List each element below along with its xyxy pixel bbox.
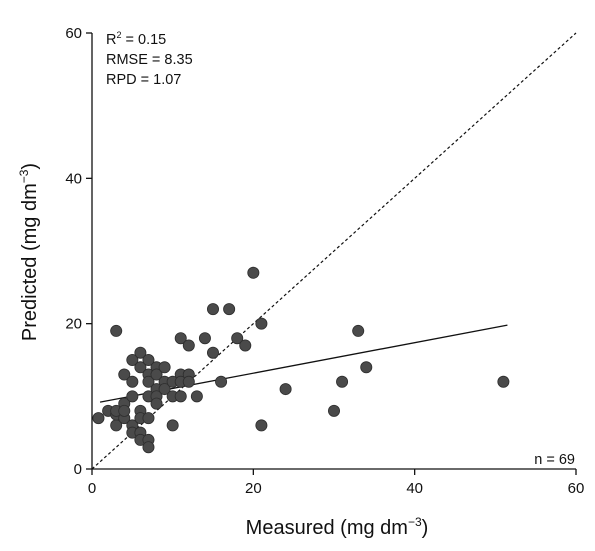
x-tick-label: 20 [245,480,262,497]
scatter-point [247,266,260,279]
y-tick-label: 20 [65,316,82,333]
rmse-annotation: RMSE = 8.35 [106,52,193,68]
scatter-point [118,404,131,417]
scatter-point [255,419,268,432]
scatter-point [174,332,187,345]
scatter-point [134,361,147,374]
scatter-point [150,397,163,410]
scatter-point [92,412,105,425]
r2-annotation: R2 = 0.15 [106,30,166,48]
scatter-point [255,317,268,330]
scatter-point [142,412,155,425]
scatter-point [223,303,236,316]
scatter-point [126,375,139,388]
scatter-point [206,303,219,316]
scatter-point [190,390,203,403]
scatter-point [231,332,244,345]
scatter-point [158,383,171,396]
one-to-one-dashed-line [91,32,577,470]
sample-count: n = 69 [534,452,575,468]
scatter-point [182,375,195,388]
scatter-point [215,375,228,388]
scatter-point [142,375,155,388]
reference-lines [91,32,577,470]
y-ticks: 0 20 40 60 [65,25,92,478]
scatter-point [174,390,187,403]
y-tick-label: 0 [74,461,82,478]
y-tick-label: 40 [65,170,82,187]
data-points [92,266,510,454]
scatter-point [158,361,171,374]
scatter-point [110,324,123,337]
scatter-point [182,339,195,352]
scatter-point [206,346,219,359]
scatter-point [497,375,510,388]
scatter-point [166,419,179,432]
scatter-point [239,339,252,352]
x-tick-label: 60 [568,480,585,497]
x-axis-title: Measured (mg dm−3) [246,515,429,539]
y-tick-label: 60 [65,25,82,42]
x-tick-label: 40 [406,480,423,497]
axes [91,33,576,470]
y-axis-title: Predicted (mg dm−3) [17,163,41,341]
scatter-point [150,368,163,381]
scatter-point [142,353,155,366]
scatter-point [352,324,365,337]
scatter-point [118,368,131,381]
scatter-point [142,441,155,454]
scatter-point [126,353,139,366]
scatter-point [336,375,349,388]
scatter-point [126,390,139,403]
scatter-point [327,404,340,417]
x-ticks: 0 20 40 60 [88,469,585,497]
rpd-annotation: RPD = 1.07 [106,72,181,88]
scatter-point [279,383,292,396]
scatter-point [360,361,373,374]
scatter-point [134,346,147,359]
x-tick-label: 0 [88,480,96,497]
scatter-point [198,332,211,345]
